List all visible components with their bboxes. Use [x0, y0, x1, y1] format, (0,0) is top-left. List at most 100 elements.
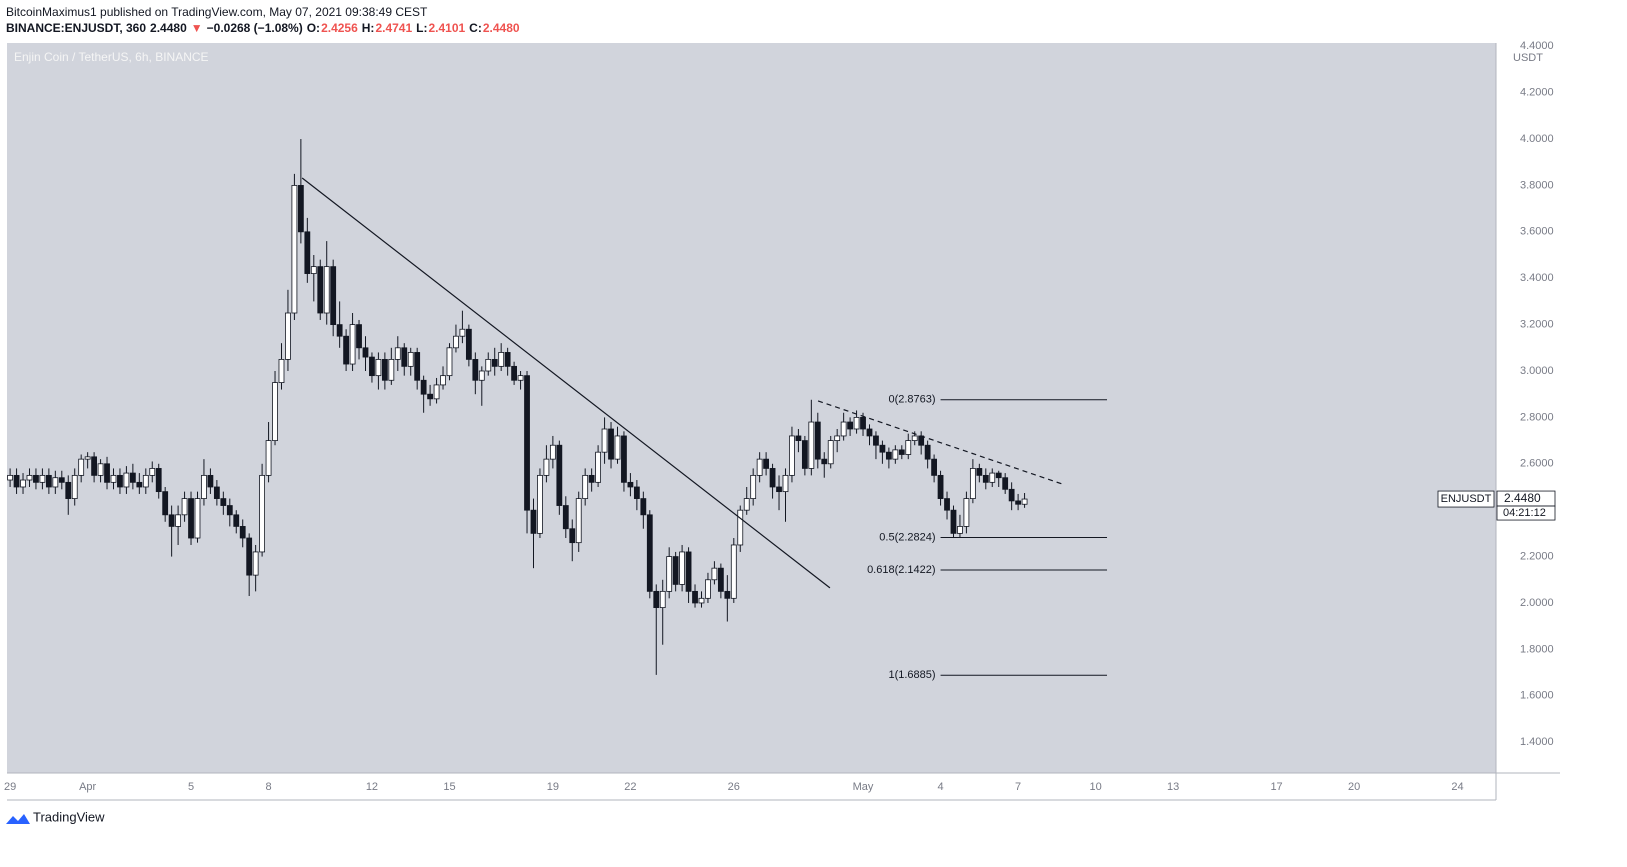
x-tick-label: 13	[1167, 781, 1179, 793]
tv-logo	[6, 814, 30, 824]
ohlc-key: L:	[416, 21, 428, 35]
candle-body	[724, 590, 731, 599]
candle-body	[556, 444, 563, 506]
candle-body	[911, 435, 918, 441]
candle-body	[45, 474, 52, 488]
trendline	[817, 400, 1063, 485]
candle-body	[562, 505, 569, 530]
candle-body	[931, 458, 938, 476]
candle-body	[310, 266, 317, 274]
trendline	[301, 177, 831, 589]
arrow: ▼	[190, 21, 203, 35]
candle-body	[834, 435, 841, 441]
symbol-label: ENJUSDT	[1441, 493, 1492, 505]
candle-body	[575, 498, 582, 544]
candle-body	[892, 449, 899, 460]
candle-body	[420, 379, 427, 395]
candle-body	[795, 435, 802, 441]
candle-body	[162, 491, 169, 516]
ohlc-value: 2.4256	[321, 21, 358, 35]
candle-body	[465, 328, 472, 360]
candle-body	[446, 347, 453, 377]
candle-body	[737, 509, 744, 546]
candle-body	[78, 458, 85, 476]
candle-body	[873, 435, 879, 446]
candle-body	[58, 477, 65, 483]
candle-body	[659, 590, 666, 609]
candle-body	[388, 359, 395, 381]
candle-body	[653, 590, 660, 609]
publisher-line: BitcoinMaximus1 published on TradingView…	[6, 5, 431, 19]
x-tick-label: May	[853, 781, 874, 793]
candle-body	[763, 458, 770, 469]
x-tick-label: 7	[1015, 781, 1021, 793]
candle-body	[26, 474, 33, 481]
candle-body	[982, 474, 989, 483]
candle-body	[937, 474, 944, 499]
candle-body	[13, 474, 20, 488]
y-tick-label: 4.2000	[1520, 87, 1554, 99]
candle-body	[853, 416, 860, 430]
candle-body	[414, 352, 421, 381]
candle-body	[265, 440, 272, 476]
candle-body	[478, 370, 485, 381]
candle-body	[717, 567, 724, 592]
x-tick-label: 24	[1451, 781, 1463, 793]
candle-body	[808, 421, 815, 469]
candle-body	[756, 458, 763, 476]
candle-body	[640, 498, 647, 516]
candle-body	[149, 468, 156, 476]
candle-body	[285, 312, 291, 360]
candle-body	[7, 474, 14, 481]
candle-body	[91, 456, 98, 476]
candle-body	[349, 324, 356, 365]
candle-body	[39, 474, 46, 483]
candle-body	[569, 528, 576, 544]
x-tick-label: 10	[1090, 781, 1102, 793]
candle-body	[879, 444, 886, 453]
candle-body	[530, 509, 537, 534]
plot-layer	[7, 139, 1028, 675]
candle-body	[666, 556, 673, 592]
candle-body	[369, 356, 375, 377]
ohlc-key: O:	[306, 21, 321, 35]
ohlc-key: H:	[361, 21, 375, 35]
candle-body	[633, 486, 640, 499]
candle-body	[110, 474, 117, 483]
candle-body	[427, 393, 434, 400]
candle-body	[226, 505, 233, 516]
price-label: 2.4480	[1504, 491, 1541, 505]
candle-body	[498, 352, 505, 367]
candle-body	[698, 597, 705, 604]
candle-body	[188, 498, 194, 539]
y-tick-label: 2.8000	[1520, 411, 1554, 423]
candle-body	[769, 468, 776, 488]
fib-label: 0(2.8763)	[888, 394, 935, 406]
candle-body	[601, 428, 608, 453]
candle-body	[750, 474, 757, 499]
candle-body	[995, 472, 1002, 479]
x-tick-label: 17	[1270, 781, 1282, 793]
y-tick-label: 2.0000	[1520, 597, 1554, 609]
plot-area	[7, 43, 1496, 773]
candle-body	[646, 514, 653, 592]
y-tick-label: 2.6000	[1520, 458, 1554, 470]
candle-body	[595, 451, 602, 483]
candle-body	[20, 479, 26, 488]
candle-body	[743, 498, 750, 511]
symbol: BINANCE:ENJUSDT, 360	[6, 21, 147, 35]
candle-body	[117, 474, 123, 488]
candle-body	[433, 384, 440, 400]
chart-title: Enjin Coin / TetherUS, 6h, BINANCE	[14, 50, 209, 64]
candle-body	[840, 421, 847, 437]
y-tick-label: 3.0000	[1520, 365, 1554, 377]
candle-body	[362, 347, 369, 358]
candle-body	[394, 347, 401, 360]
x-tick-label: 5	[188, 781, 194, 793]
candle-body	[97, 463, 104, 476]
y-tick-label: 3.4000	[1520, 272, 1554, 284]
candle-body	[627, 481, 634, 488]
axis-unit: USDT	[1513, 52, 1543, 64]
candle-body	[123, 472, 130, 488]
candle-body	[905, 440, 912, 455]
